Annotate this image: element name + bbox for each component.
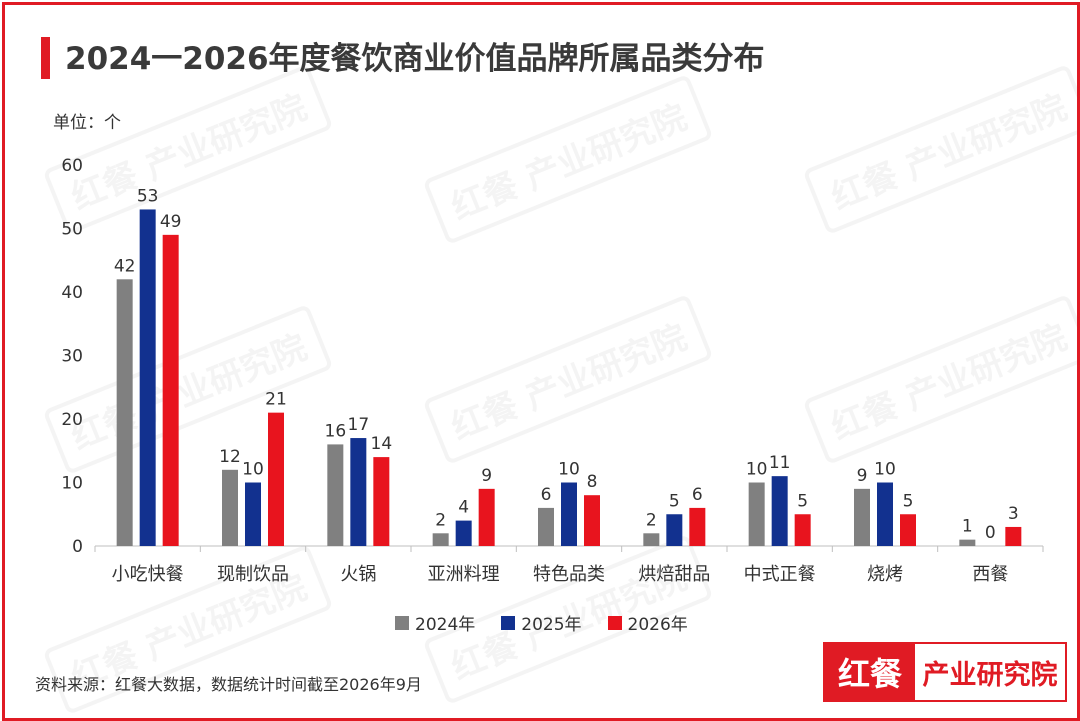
x-category-label: 烧烤 — [867, 564, 903, 585]
data-label: 12 — [219, 447, 241, 467]
legend-item: 2026年 — [607, 610, 688, 635]
legend-swatch — [395, 615, 409, 630]
legend-item: 2024年 — [395, 610, 475, 635]
bar — [373, 457, 390, 546]
data-label: 5 — [903, 491, 914, 511]
y-tick-label: 30 — [61, 347, 83, 367]
legend-label: 2024年 — [415, 615, 476, 635]
unit-label: 单位：个 — [53, 113, 121, 133]
data-label: 11 — [769, 453, 791, 473]
bar — [854, 488, 870, 546]
data-label: 21 — [265, 390, 287, 410]
bar — [538, 507, 554, 546]
data-label: 10 — [558, 460, 580, 480]
x-category-label: 火锅 — [340, 564, 376, 585]
bar — [877, 482, 893, 546]
legend: 2024年 2025年 2026年 — [395, 610, 688, 635]
data-label: 14 — [371, 434, 393, 454]
bar — [1005, 526, 1022, 546]
bar — [959, 539, 976, 546]
y-tick-label: 20 — [61, 410, 83, 430]
data-label: 1 — [962, 517, 973, 537]
data-label: 10 — [746, 460, 768, 480]
bar — [222, 469, 238, 546]
bar — [327, 444, 344, 546]
bar — [455, 520, 472, 546]
x-category-label: 小吃快餐 — [112, 564, 184, 585]
data-label: 4 — [458, 498, 469, 518]
data-label: 3 — [1008, 504, 1019, 524]
bar — [748, 482, 765, 546]
y-tick-label: 60 — [61, 156, 83, 176]
y-tick-label: 40 — [61, 283, 83, 303]
bar — [900, 514, 916, 546]
data-label: 6 — [692, 485, 703, 505]
data-label: 53 — [137, 186, 159, 206]
bar — [561, 482, 577, 546]
logo-left-text: 红餐 — [825, 644, 915, 700]
y-tick-label: 10 — [61, 474, 83, 494]
source-note: 资料来源：红餐大数据，数据统计时间截至2026年9月 — [35, 675, 422, 694]
x-category-label: 现制饮品 — [217, 564, 289, 585]
bar — [771, 476, 788, 546]
y-tick-label: 50 — [61, 220, 83, 240]
chart-title: 2024一2026年度餐饮商业价值品牌所属品类分布 — [65, 41, 765, 77]
x-category-label: 烘焙甜品 — [638, 564, 710, 585]
bar — [643, 533, 660, 546]
bar — [689, 507, 706, 546]
data-label: 6 — [541, 485, 552, 505]
bar — [116, 279, 133, 546]
legend-swatch — [501, 615, 516, 630]
bar — [584, 495, 600, 546]
bar — [268, 412, 284, 546]
bar — [794, 514, 811, 546]
bar — [666, 514, 683, 546]
logo-right-text: 产业研究院 — [915, 644, 1065, 700]
x-category-label: 中式正餐 — [744, 564, 816, 585]
x-category-label: 亚洲料理 — [428, 564, 500, 585]
data-label: 2 — [646, 510, 657, 530]
data-label: 17 — [348, 415, 370, 435]
legend-item: 2025年 — [501, 610, 582, 635]
data-label: 2 — [435, 510, 446, 530]
data-label: 49 — [160, 212, 182, 232]
bar — [432, 533, 449, 546]
bar — [245, 482, 261, 546]
legend-label: 2026年 — [627, 615, 688, 635]
x-category-label: 特色品类 — [533, 564, 605, 585]
x-category-label: 西餐 — [972, 564, 1008, 585]
data-label: 9 — [481, 466, 492, 486]
legend-swatch — [607, 615, 622, 630]
bar — [162, 234, 179, 546]
data-label: 42 — [114, 256, 136, 276]
data-label: 9 — [857, 466, 868, 486]
data-label: 5 — [797, 491, 808, 511]
legend-label: 2025年 — [521, 615, 582, 635]
data-label: 0 — [985, 523, 996, 543]
title-accent-bar — [41, 37, 50, 79]
data-label: 10 — [242, 460, 264, 480]
data-label: 16 — [325, 421, 347, 441]
y-tick-label: 0 — [72, 537, 83, 557]
data-label: 5 — [669, 491, 680, 511]
bar — [139, 209, 156, 546]
bar — [478, 488, 495, 546]
brand-logo: 红餐 产业研究院 — [823, 642, 1067, 702]
data-label: 8 — [587, 472, 598, 492]
data-label: 10 — [874, 460, 896, 480]
bar — [350, 438, 367, 546]
